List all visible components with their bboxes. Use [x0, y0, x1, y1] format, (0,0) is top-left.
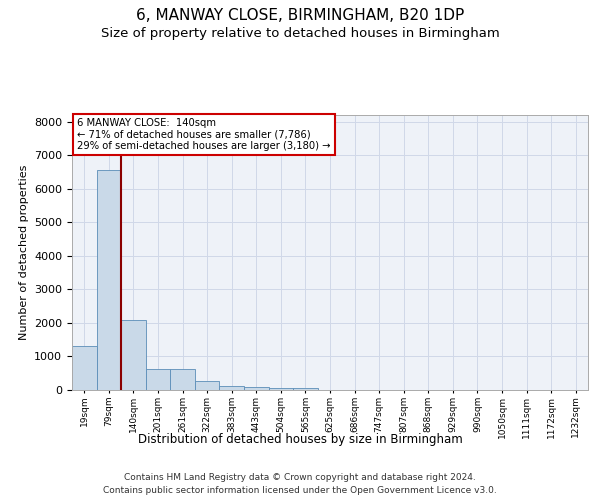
Text: 6, MANWAY CLOSE, BIRMINGHAM, B20 1DP: 6, MANWAY CLOSE, BIRMINGHAM, B20 1DP [136, 8, 464, 22]
Bar [170, 368, 195, 390]
Y-axis label: Number of detached properties: Number of detached properties [19, 165, 29, 340]
Bar [97, 170, 121, 390]
Bar [244, 386, 269, 390]
Text: Size of property relative to detached houses in Birmingham: Size of property relative to detached ho… [101, 28, 499, 40]
Bar [146, 368, 170, 390]
Text: Contains public sector information licensed under the Open Government Licence v3: Contains public sector information licen… [103, 486, 497, 495]
Bar [269, 388, 293, 390]
Bar [121, 320, 146, 390]
Bar [293, 388, 318, 390]
Bar [220, 386, 244, 390]
Bar [195, 382, 220, 390]
Text: 6 MANWAY CLOSE:  140sqm
← 71% of detached houses are smaller (7,786)
29% of semi: 6 MANWAY CLOSE: 140sqm ← 71% of detached… [77, 118, 331, 151]
Text: Contains HM Land Registry data © Crown copyright and database right 2024.: Contains HM Land Registry data © Crown c… [124, 472, 476, 482]
Text: Distribution of detached houses by size in Birmingham: Distribution of detached houses by size … [137, 432, 463, 446]
Bar [72, 346, 97, 390]
